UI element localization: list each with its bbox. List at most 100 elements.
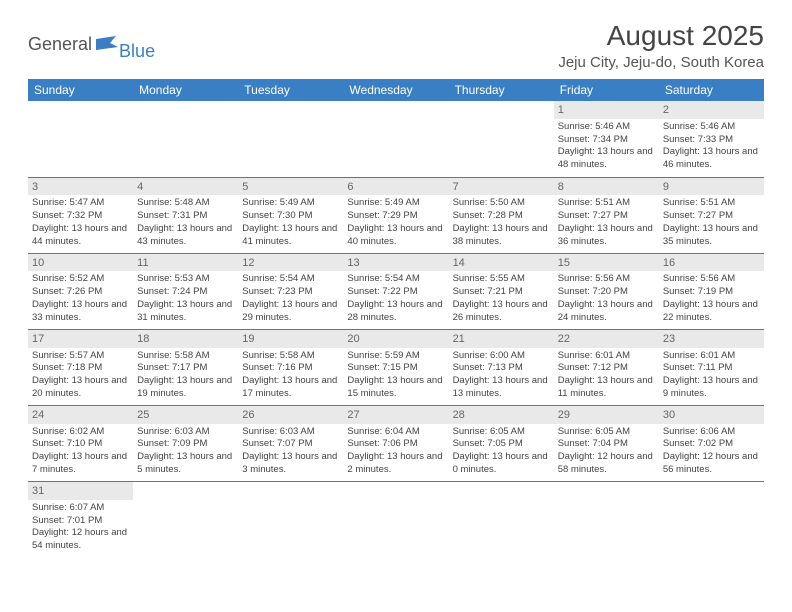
day-number: 21 [449,330,554,348]
sunset-text: Sunset: 7:34 PM [558,134,655,147]
logo-text-general: General [28,34,92,55]
sunset-text: Sunset: 7:18 PM [32,362,129,375]
day-number: 7 [449,178,554,196]
day-cell: 19Sunrise: 5:58 AMSunset: 7:16 PMDayligh… [238,329,343,405]
sunrise-text: Sunrise: 6:01 AM [558,350,655,363]
sunrise-text: Sunrise: 5:49 AM [242,197,339,210]
day-number: 3 [28,178,133,196]
title-block: August 2025 Jeju City, Jeju-do, South Ko… [558,20,764,71]
sunrise-text: Sunrise: 6:03 AM [242,426,339,439]
daylight-text: Daylight: 13 hours and 41 minutes. [242,223,339,249]
daylight-text: Daylight: 13 hours and 22 minutes. [663,299,760,325]
empty-cell [238,481,343,557]
sunrise-text: Sunrise: 5:57 AM [32,350,129,363]
daylight-text: Daylight: 13 hours and 9 minutes. [663,375,760,401]
calendar-table: SundayMondayTuesdayWednesdayThursdayFrid… [28,79,764,557]
day-number: 29 [554,406,659,424]
sunset-text: Sunset: 7:23 PM [242,286,339,299]
daylight-text: Daylight: 13 hours and 28 minutes. [347,299,444,325]
empty-cell [28,101,133,177]
sunrise-text: Sunrise: 5:53 AM [137,273,234,286]
daylight-text: Daylight: 12 hours and 54 minutes. [32,527,129,553]
empty-cell [449,481,554,557]
daylight-text: Daylight: 13 hours and 7 minutes. [32,451,129,477]
day-number: 5 [238,178,343,196]
sunset-text: Sunset: 7:22 PM [347,286,444,299]
day-number: 6 [343,178,448,196]
daylight-text: Daylight: 13 hours and 5 minutes. [137,451,234,477]
sunset-text: Sunset: 7:15 PM [347,362,444,375]
day-cell: 31Sunrise: 6:07 AMSunset: 7:01 PMDayligh… [28,481,133,557]
empty-cell [238,101,343,177]
daylight-text: Daylight: 13 hours and 3 minutes. [242,451,339,477]
sunrise-text: Sunrise: 5:52 AM [32,273,129,286]
calendar-row: 10Sunrise: 5:52 AMSunset: 7:26 PM Dayligh… [28,253,764,329]
sunrise-text: Sunrise: 5:51 AM [663,197,760,210]
weekday-header: Wednesday [343,79,448,101]
day-cell: 11Sunrise: 5:53 AMSunset: 7:24 PMDayligh… [133,253,238,329]
sunset-text: Sunset: 7:32 PM [32,210,129,223]
logo: General Blue [28,20,155,62]
sunset-text: Sunset: 7:27 PM [663,210,760,223]
weekday-header: Friday [554,79,659,101]
sunrise-text: Sunrise: 5:58 AM [137,350,234,363]
daylight-text: Daylight: 13 hours and 48 minutes. [558,146,655,172]
day-cell: 28Sunrise: 6:05 AMSunset: 7:05 PMDayligh… [449,405,554,481]
sunrise-text: Sunrise: 5:46 AM [558,121,655,134]
weekday-row: SundayMondayTuesdayWednesdayThursdayFrid… [28,79,764,101]
sunrise-text: Sunrise: 5:51 AM [558,197,655,210]
day-cell: 7Sunrise: 5:50 AMSunset: 7:28 PMDaylight… [449,177,554,253]
calendar-row: 1Sunrise: 5:46 AMSunset: 7:34 PMDaylight… [28,101,764,177]
sunset-text: Sunset: 7:02 PM [663,438,760,451]
day-cell: 24Sunrise: 6:02 AMSunset: 7:10 PMDayligh… [28,405,133,481]
logo-text-blue: Blue [119,41,155,62]
daylight-text: Daylight: 13 hours and 38 minutes. [453,223,550,249]
daylight-text: Daylight: 13 hours and 17 minutes. [242,375,339,401]
sunrise-text: Sunrise: 5:54 AM [347,273,444,286]
day-number: 22 [554,330,659,348]
day-number: 11 [133,254,238,272]
daylight-text: Daylight: 13 hours and 46 minutes. [663,146,760,172]
sunrise-text: Sunrise: 5:54 AM [242,273,339,286]
sunset-text: Sunset: 7:26 PM [32,286,129,299]
daylight-text: Daylight: 13 hours and 19 minutes. [137,375,234,401]
day-number: 4 [133,178,238,196]
day-number: 31 [28,482,133,500]
sunset-text: Sunset: 7:29 PM [347,210,444,223]
sunset-text: Sunset: 7:27 PM [558,210,655,223]
day-number: 28 [449,406,554,424]
day-number: 30 [659,406,764,424]
sunset-text: Sunset: 7:13 PM [453,362,550,375]
sunset-text: Sunset: 7:19 PM [663,286,760,299]
day-cell: 18Sunrise: 5:58 AMSunset: 7:17 PMDayligh… [133,329,238,405]
sunset-text: Sunset: 7:11 PM [663,362,760,375]
empty-cell [659,481,764,557]
daylight-text: Daylight: 12 hours and 56 minutes. [663,451,760,477]
daylight-text: Daylight: 13 hours and 43 minutes. [137,223,234,249]
day-cell: 23Sunrise: 6:01 AMSunset: 7:11 PMDayligh… [659,329,764,405]
day-number: 26 [238,406,343,424]
daylight-text: Daylight: 13 hours and 20 minutes. [32,375,129,401]
sunset-text: Sunset: 7:12 PM [558,362,655,375]
weekday-header: Thursday [449,79,554,101]
sunset-text: Sunset: 7:20 PM [558,286,655,299]
month-title: August 2025 [558,20,764,52]
day-number: 13 [343,254,448,272]
sunset-text: Sunset: 7:30 PM [242,210,339,223]
sunset-text: Sunset: 7:21 PM [453,286,550,299]
flag-icon [96,36,118,51]
day-number: 24 [28,406,133,424]
sunrise-text: Sunrise: 5:47 AM [32,197,129,210]
sunrise-text: Sunrise: 5:50 AM [453,197,550,210]
day-cell: 27Sunrise: 6:04 AMSunset: 7:06 PMDayligh… [343,405,448,481]
daylight-text: Daylight: 13 hours and 0 minutes. [453,451,550,477]
day-cell: 4Sunrise: 5:48 AMSunset: 7:31 PMDaylight… [133,177,238,253]
day-cell: 21Sunrise: 6:00 AMSunset: 7:13 PMDayligh… [449,329,554,405]
empty-cell [449,101,554,177]
location-text: Jeju City, Jeju-do, South Korea [558,54,764,71]
day-number: 10 [28,254,133,272]
sunset-text: Sunset: 7:16 PM [242,362,339,375]
day-cell: 25Sunrise: 6:03 AMSunset: 7:09 PMDayligh… [133,405,238,481]
calendar-row: 24Sunrise: 6:02 AMSunset: 7:10 PMDayligh… [28,405,764,481]
day-number: 25 [133,406,238,424]
